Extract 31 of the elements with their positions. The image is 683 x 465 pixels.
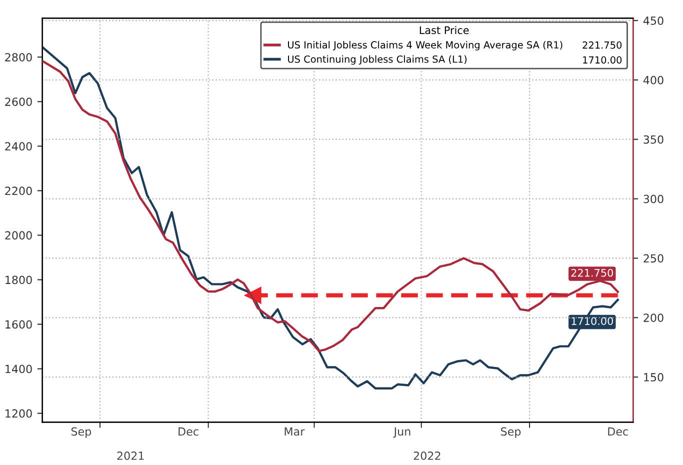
x-tick-label: Jun bbox=[393, 427, 410, 438]
x-tick-label: Dec bbox=[178, 427, 198, 436]
y2-tick-label: 450 bbox=[643, 16, 664, 25]
y-tick-label: 2400 bbox=[5, 142, 32, 151]
legend-label: US Continuing Jobless Claims SA (L1) bbox=[288, 55, 467, 65]
x2-tick-label: 2022 bbox=[414, 452, 440, 460]
y2-tick-label: 200 bbox=[644, 314, 664, 322]
y-tick-label: 1400 bbox=[6, 364, 32, 374]
x-tick-label: Sep bbox=[71, 427, 92, 438]
y2-tick-label: 150 bbox=[644, 373, 664, 382]
y-tick-label: 2200 bbox=[5, 186, 32, 196]
data-label: 221.750 bbox=[571, 268, 613, 277]
x-tick-label: Dec bbox=[608, 427, 628, 436]
y-tick-label: 2000 bbox=[5, 231, 32, 240]
text: 221.750 bbox=[582, 41, 622, 49]
x-tick-label: Sep bbox=[501, 427, 521, 438]
y-tick-label: 1800 bbox=[6, 276, 32, 284]
y2-tick-label: 250 bbox=[644, 254, 664, 263]
x2-tick-label: 2021 bbox=[117, 452, 144, 460]
y-tick-label: 2600 bbox=[5, 98, 32, 106]
legend-title: Last Price bbox=[420, 26, 469, 34]
y-tick-label: 1600 bbox=[6, 320, 32, 329]
data-label: 1710.00 bbox=[572, 317, 613, 326]
text: 1710.00 bbox=[583, 56, 622, 64]
y-tick-label: 1200 bbox=[6, 409, 32, 418]
legend-label: US Initial Jobless Claims 4 Week Moving Average SA (R1) bbox=[288, 41, 562, 50]
x-tick-label: Mar bbox=[284, 427, 305, 436]
y2-tick-label: 300 bbox=[644, 194, 664, 204]
y-tick-label: 2800 bbox=[5, 53, 32, 62]
y2-tick-label: 400 bbox=[643, 76, 664, 84]
y2-tick-label: 350 bbox=[644, 135, 664, 144]
